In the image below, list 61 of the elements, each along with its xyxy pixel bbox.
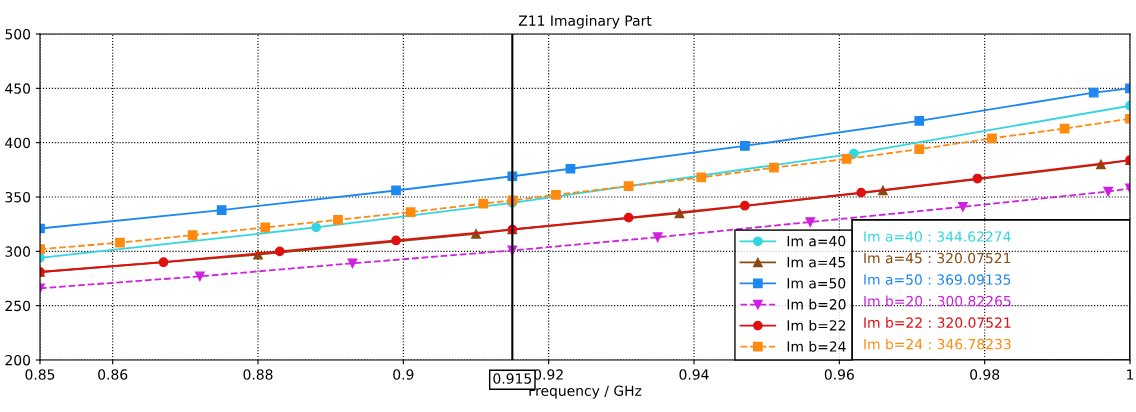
y-tick-label: 500: [5, 28, 31, 40]
point: [740, 200, 750, 211]
y-tick-label: 350: [5, 191, 31, 203]
point: [740, 141, 750, 151]
chart-title: Z11 Imaginary Part: [518, 15, 652, 29]
y-tick-label: 300: [5, 246, 31, 257]
point: [115, 237, 125, 248]
point: [565, 163, 576, 174]
x-tick-label: 0.98: [970, 369, 1000, 380]
x-tick-label: 0.96: [824, 369, 854, 380]
point: [914, 144, 925, 155]
y-tick-label: 450: [5, 83, 31, 94]
point: [347, 258, 358, 269]
annotation: Im b=24 : 346.78233: [864, 338, 1011, 350]
point: [478, 198, 489, 209]
x-tick-label: 1: [1127, 369, 1134, 380]
annotation: Im a=45 : 320.07521: [864, 252, 1011, 264]
annotation: Im b=22 : 320.07521: [864, 317, 1011, 328]
annotation: Im a=40 : 344.62274: [864, 231, 1011, 242]
annotation: Im b=20 : 300.82265: [864, 295, 1011, 307]
x-tick-label: 0.94: [679, 369, 709, 380]
y-tick-label: 200: [5, 354, 31, 366]
point: [195, 271, 205, 282]
point: [987, 133, 997, 144]
legend-label: Im b=24: [787, 341, 846, 352]
point: [274, 246, 285, 257]
point: [958, 201, 968, 212]
point: [260, 222, 271, 233]
annotation: Im a=50 : 369.09135: [864, 274, 1011, 285]
point: [551, 189, 561, 200]
legend-label: Im a=45: [787, 257, 845, 268]
x-tick-label: 0.88: [243, 369, 273, 380]
legend-label: Im b=20: [787, 298, 846, 310]
point: [856, 187, 866, 198]
point: [914, 116, 925, 126]
x-tick-label: 0.86: [98, 369, 128, 380]
y-tick-label: 400: [5, 137, 31, 149]
point: [623, 181, 634, 191]
point: [1088, 87, 1099, 98]
y-tick-label: 250: [5, 300, 31, 312]
point: [187, 230, 198, 240]
legend-label: Im a=40: [787, 235, 846, 247]
legend-label: Im b=22: [787, 319, 846, 331]
point: [333, 214, 343, 225]
x-tick-label: 0.9: [393, 369, 414, 380]
point: [391, 235, 401, 246]
point: [769, 162, 779, 173]
point: [1103, 186, 1114, 197]
point: [841, 154, 852, 164]
point: [805, 217, 816, 227]
point: [696, 172, 707, 183]
point: [158, 257, 169, 268]
point: [216, 205, 227, 215]
point: [405, 207, 416, 218]
ref-line-label: 0.915: [493, 373, 531, 384]
point: [623, 212, 634, 223]
point: [652, 232, 663, 243]
point: [391, 185, 401, 196]
x-tick-label: 0.85: [25, 369, 55, 380]
legend-label: Im a=50: [787, 278, 846, 289]
point: [972, 173, 983, 184]
